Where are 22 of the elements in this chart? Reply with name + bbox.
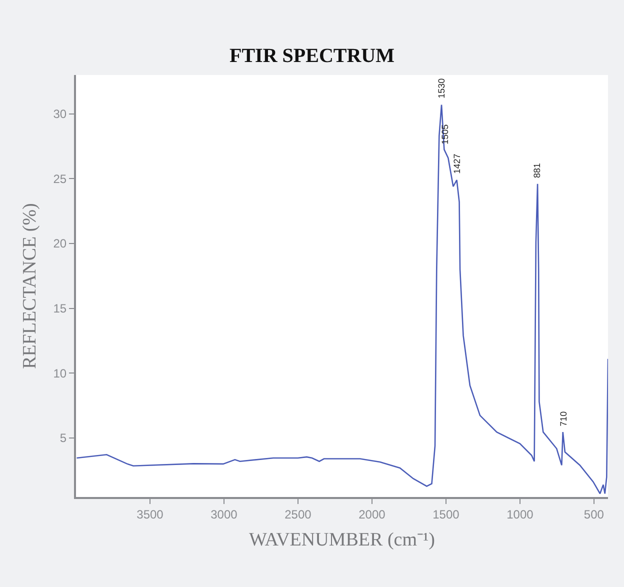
annotation: 1530: [436, 78, 447, 98]
annotation: 1505: [440, 124, 450, 144]
y-tick-label: 25: [53, 172, 67, 186]
chart-title: FTIR SPECTRUM: [229, 45, 395, 67]
y-tick-label: 20: [53, 236, 67, 251]
x-tick-label: 3500: [136, 507, 164, 522]
annotation: 1427: [452, 154, 462, 174]
y-tick-label: 10: [53, 366, 67, 380]
y-axis-title: REFLECTANCE (%): [20, 203, 41, 369]
y-tick-label: 30: [53, 107, 67, 122]
x-tick-label: 1500: [432, 507, 460, 522]
annotation: 881: [532, 162, 542, 178]
x-tick-label: 2000: [358, 507, 386, 522]
x-tick-label: 1000: [506, 507, 534, 522]
y-tick-label: 5: [60, 431, 67, 446]
x-tick-label: 500: [584, 507, 604, 522]
x-tick-label: 3000: [210, 507, 238, 522]
line-series: [76, 104, 608, 494]
y-tick-label: 15: [53, 302, 67, 316]
x-axis-title: WAVENUMBER (cm⁻¹): [248, 530, 436, 551]
x-tick-label: 2500: [284, 507, 312, 522]
annotation: 710: [558, 411, 568, 426]
